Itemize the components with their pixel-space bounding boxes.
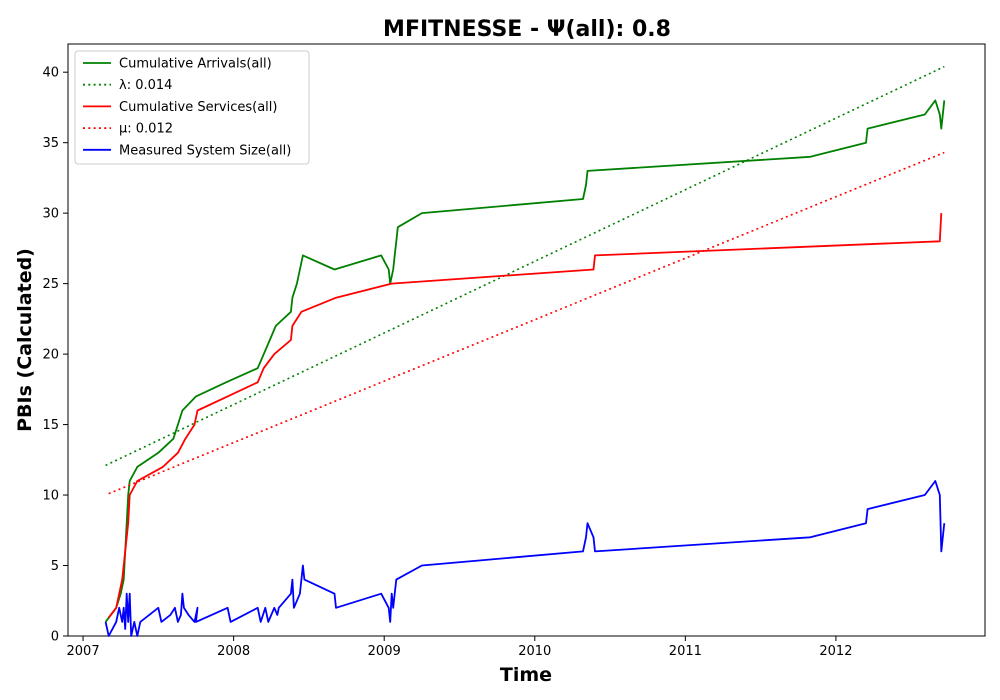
legend: Cumulative Arrivals(all) λ: 0.014 Cumulati… [74, 50, 310, 165]
series-line-3 [108, 151, 945, 495]
x-tick-label: 2012 [819, 644, 852, 659]
y-tick-label: 25 [42, 277, 59, 292]
y-tick-label: 30 [42, 207, 59, 222]
y-tick-label: 10 [42, 489, 59, 504]
x-tick-label: 2009 [368, 644, 401, 659]
legend-label: μ: 0.012 [119, 122, 173, 137]
y-tick-label: 35 [42, 136, 59, 151]
x-axis: 2007 2008 2009 2010 2011 2012 [67, 636, 852, 659]
y-axis-label: PBIs (Calculated) [14, 248, 36, 432]
x-tick-label: 2011 [669, 644, 702, 659]
legend-box [74, 50, 310, 165]
chart-title: MFITNESSE - Ψ(all): 0.8 [383, 17, 671, 42]
x-tick-label: 2010 [518, 644, 551, 659]
y-tick-label: 5 [51, 559, 59, 574]
y-tick-label: 15 [42, 418, 59, 433]
legend-label: Measured System Size(all) [119, 143, 291, 158]
series-layer [104, 65, 946, 637]
y-axis: 0 5 10 15 20 25 30 35 40 [42, 66, 68, 645]
series-line-1 [105, 65, 945, 467]
y-tick-label: 40 [42, 66, 59, 81]
legend-label: Cumulative Services(all) [119, 100, 277, 115]
x-axis-label: Time [500, 664, 552, 686]
y-tick-label: 0 [51, 630, 59, 645]
series-line-2 [107, 213, 943, 619]
plot-area [67, 43, 986, 637]
series-line-0 [104, 99, 946, 623]
x-tick-label: 2008 [217, 644, 250, 659]
x-tick-label: 2007 [67, 644, 100, 659]
series-line-4 [104, 480, 946, 637]
legend-label: Cumulative Arrivals(all) [119, 57, 272, 72]
legend-label: λ: 0.014 [119, 78, 172, 93]
y-tick-label: 20 [42, 348, 59, 363]
